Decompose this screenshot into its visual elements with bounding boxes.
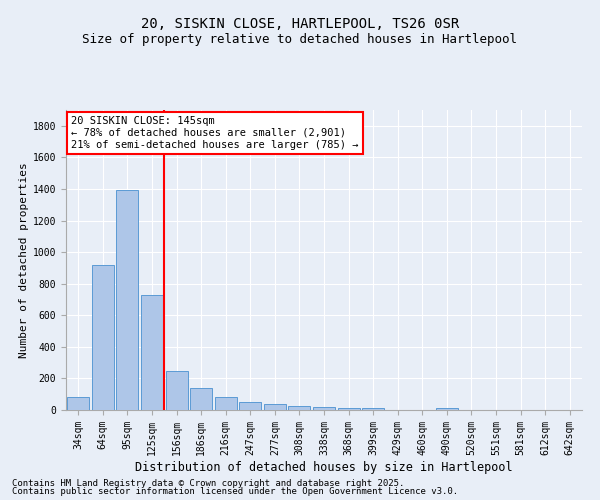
Y-axis label: Number of detached properties: Number of detached properties [19,162,29,358]
Bar [116,190,139,410]
Bar [190,388,212,410]
Text: Contains HM Land Registry data © Crown copyright and database right 2025.: Contains HM Land Registry data © Crown c… [12,478,404,488]
Bar [289,406,310,410]
X-axis label: Distribution of detached houses by size in Hartlepool: Distribution of detached houses by size … [135,460,513,473]
Bar [264,404,286,410]
Bar [141,294,163,410]
Bar [338,408,359,410]
Bar [313,407,335,410]
Text: 20, SISKIN CLOSE, HARTLEPOOL, TS26 0SR: 20, SISKIN CLOSE, HARTLEPOOL, TS26 0SR [141,18,459,32]
Bar [436,408,458,410]
Text: 20 SISKIN CLOSE: 145sqm
← 78% of detached houses are smaller (2,901)
21% of semi: 20 SISKIN CLOSE: 145sqm ← 78% of detache… [71,116,358,150]
Bar [215,396,237,410]
Bar [67,398,89,410]
Bar [362,408,384,410]
Text: Size of property relative to detached houses in Hartlepool: Size of property relative to detached ho… [83,32,517,46]
Text: Contains public sector information licensed under the Open Government Licence v3: Contains public sector information licen… [12,487,458,496]
Bar [166,372,188,410]
Bar [92,264,114,410]
Bar [239,402,262,410]
